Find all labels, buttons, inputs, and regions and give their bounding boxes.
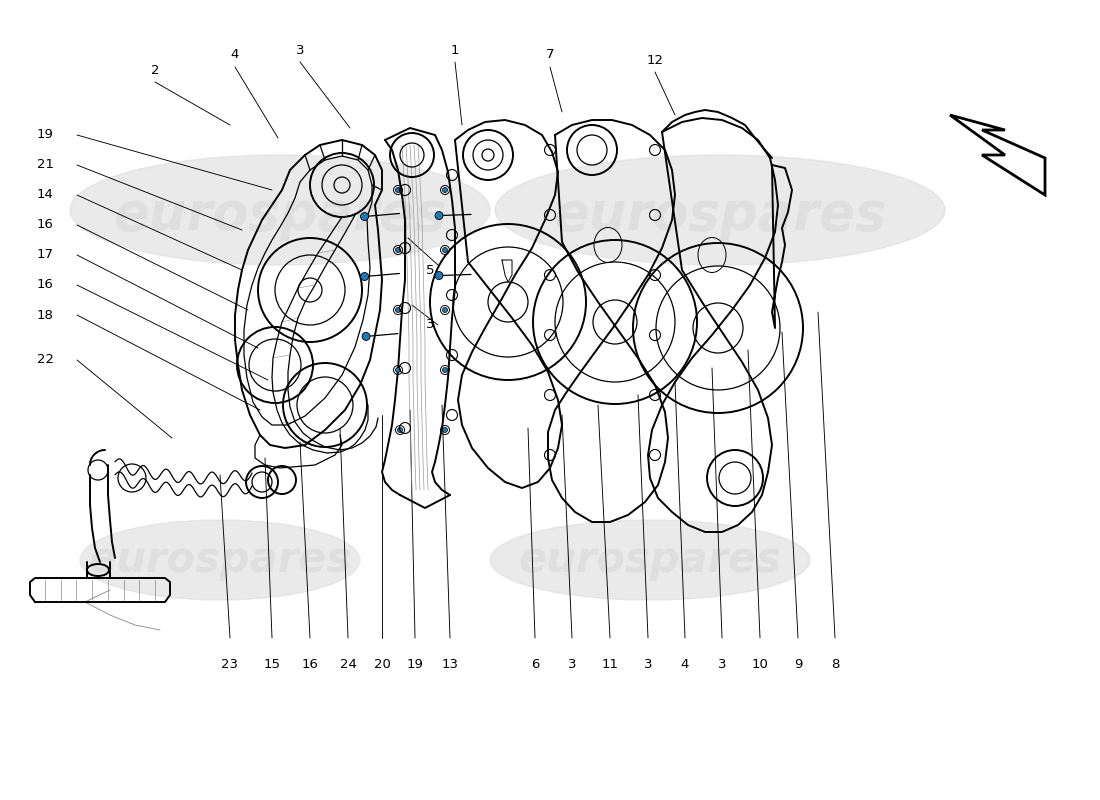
Text: 19: 19 [407, 658, 424, 671]
Text: 18: 18 [36, 309, 54, 322]
Text: 3: 3 [644, 658, 652, 671]
Circle shape [442, 187, 448, 193]
Text: 7: 7 [546, 49, 554, 62]
Circle shape [361, 273, 368, 281]
Text: 9: 9 [794, 658, 802, 671]
Text: 17: 17 [36, 249, 54, 262]
Circle shape [396, 247, 400, 253]
Text: 21: 21 [36, 158, 54, 171]
Circle shape [442, 247, 448, 253]
Text: 16: 16 [36, 218, 54, 231]
Circle shape [434, 211, 443, 219]
Text: 23: 23 [221, 658, 239, 671]
Text: 11: 11 [602, 658, 618, 671]
Text: eurospares: eurospares [553, 189, 887, 241]
Text: 8: 8 [830, 658, 839, 671]
Circle shape [396, 307, 400, 313]
Ellipse shape [495, 155, 945, 265]
Ellipse shape [80, 520, 360, 600]
Circle shape [361, 213, 368, 221]
Text: 24: 24 [340, 658, 356, 671]
Circle shape [362, 332, 370, 340]
Circle shape [442, 427, 448, 433]
Text: 1: 1 [451, 43, 460, 57]
Circle shape [396, 367, 400, 373]
Ellipse shape [70, 155, 490, 265]
Text: 10: 10 [751, 658, 769, 671]
Text: eurospares: eurospares [113, 189, 447, 241]
Text: 20: 20 [374, 658, 390, 671]
Circle shape [396, 187, 400, 193]
Text: 19: 19 [36, 129, 54, 142]
Ellipse shape [490, 520, 810, 600]
Text: 6: 6 [531, 658, 539, 671]
Circle shape [434, 271, 443, 279]
Text: 12: 12 [647, 54, 663, 66]
Text: 16: 16 [301, 658, 318, 671]
Circle shape [442, 307, 448, 313]
Text: eurospares: eurospares [88, 539, 352, 581]
Text: 13: 13 [441, 658, 459, 671]
Text: 4: 4 [681, 658, 690, 671]
Text: 22: 22 [36, 354, 54, 366]
Text: 3: 3 [426, 318, 434, 331]
Text: 5: 5 [426, 263, 434, 277]
Polygon shape [950, 115, 1045, 195]
Text: 16: 16 [36, 278, 54, 291]
Text: 3: 3 [568, 658, 576, 671]
Text: 2: 2 [151, 63, 160, 77]
Text: 15: 15 [264, 658, 280, 671]
Circle shape [397, 427, 403, 433]
Circle shape [442, 367, 448, 373]
Text: 14: 14 [36, 189, 54, 202]
Text: 3: 3 [296, 43, 305, 57]
Text: 3: 3 [717, 658, 726, 671]
Text: eurospares: eurospares [518, 539, 782, 581]
Text: 4: 4 [231, 49, 239, 62]
